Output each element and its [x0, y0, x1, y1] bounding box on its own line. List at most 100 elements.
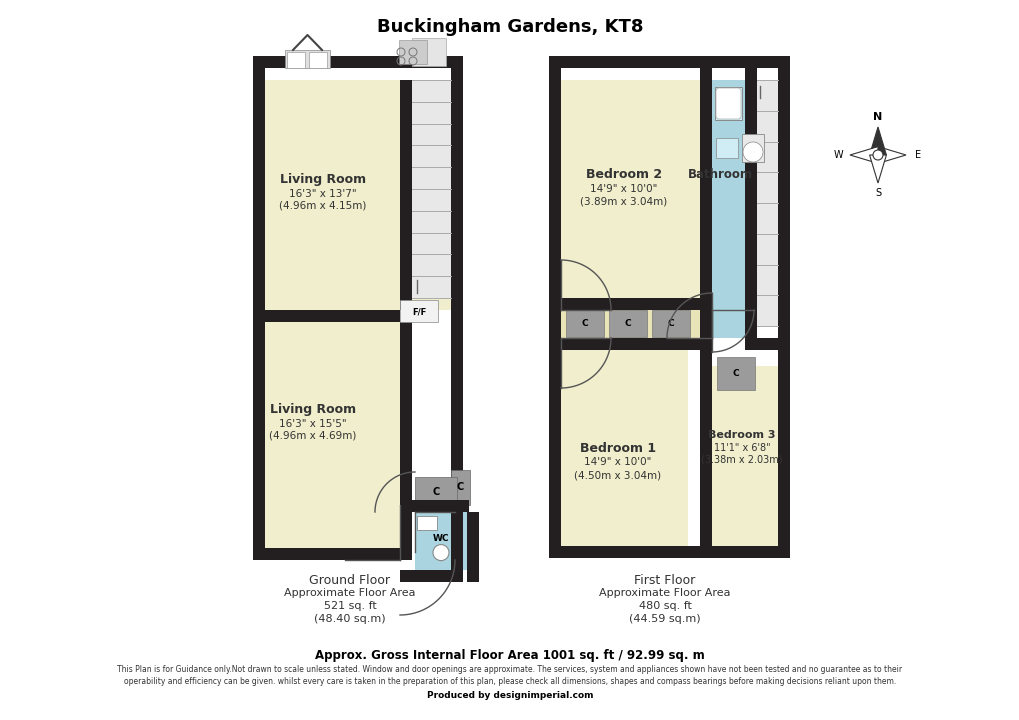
Bar [548, 298, 699, 310]
Text: Approximate Floor Area: Approximate Floor Area [284, 588, 416, 598]
Bar [560, 80, 699, 310]
Bar [253, 310, 399, 322]
Bar [744, 68, 756, 338]
Polygon shape [877, 147, 905, 163]
Bar [417, 516, 436, 530]
Bar [399, 322, 412, 560]
Text: Living Room: Living Room [279, 174, 366, 186]
Bar [608, 310, 646, 337]
Bar [699, 338, 711, 558]
Text: E: E [914, 150, 920, 160]
Text: S: S [874, 188, 880, 198]
Bar [450, 470, 470, 505]
Bar [450, 322, 463, 582]
Text: 14'9" x 10'0": 14'9" x 10'0" [590, 184, 657, 194]
Text: C: C [457, 482, 464, 492]
Bar [253, 56, 463, 68]
Bar [412, 80, 450, 298]
Polygon shape [849, 147, 877, 163]
Bar [399, 80, 412, 310]
Bar [651, 310, 689, 337]
FancyBboxPatch shape [715, 88, 740, 119]
Text: Buckingham Gardens, KT8: Buckingham Gardens, KT8 [376, 18, 643, 36]
Text: Approximate Floor Area: Approximate Floor Area [599, 588, 730, 598]
Polygon shape [869, 127, 886, 155]
Text: (3.38m x 2.03m): (3.38m x 2.03m) [701, 455, 782, 465]
Bar [399, 300, 437, 322]
Bar [284, 50, 330, 68]
Bar [265, 310, 399, 560]
Text: operability and efficiency can be given. whilst every care is taken in the prepa: operability and efficiency can be given.… [123, 678, 896, 686]
Bar [450, 322, 463, 560]
Text: Bedroom 3: Bedroom 3 [707, 430, 775, 440]
Bar [415, 477, 457, 507]
Text: Living Room: Living Room [270, 403, 356, 416]
Bar [253, 68, 265, 560]
Text: 14'9" x 10'0": 14'9" x 10'0" [584, 457, 651, 467]
Text: Bedroom 1: Bedroom 1 [580, 441, 655, 454]
Text: C: C [732, 369, 739, 378]
Text: 11'1" x 6'8": 11'1" x 6'8" [713, 443, 769, 453]
Text: Produced by designimperial.com: Produced by designimperial.com [426, 691, 593, 701]
Bar [715, 138, 738, 158]
Bar [253, 548, 399, 560]
Bar [548, 56, 790, 68]
Text: C: C [581, 319, 588, 328]
Text: 16'3" x 15'5": 16'3" x 15'5" [279, 419, 346, 429]
Text: (48.40 sq.m): (48.40 sq.m) [314, 614, 385, 624]
Circle shape [433, 544, 448, 561]
Text: This Plan is for Guidance only.Not drawn to scale unless stated. Window and door: This Plan is for Guidance only.Not drawn… [117, 665, 902, 675]
Bar [467, 512, 479, 582]
Text: F/F: F/F [412, 307, 426, 317]
Bar [548, 546, 790, 558]
Bar [714, 87, 741, 120]
Text: 16'3" x 13'7": 16'3" x 13'7" [289, 189, 357, 199]
Text: First Floor: First Floor [634, 574, 695, 587]
Bar [328, 548, 399, 560]
Text: N: N [872, 112, 881, 122]
Text: C: C [432, 487, 439, 497]
Text: 521 sq. ft: 521 sq. ft [323, 601, 376, 611]
Bar [744, 338, 790, 350]
Text: (4.50m x 3.04m): (4.50m x 3.04m) [574, 470, 661, 480]
Circle shape [742, 142, 762, 162]
Bar [450, 68, 463, 322]
Bar [398, 40, 427, 64]
Bar [399, 500, 469, 512]
Bar [777, 68, 790, 558]
Bar [463, 50, 548, 620]
Text: (4.96m x 4.15m): (4.96m x 4.15m) [279, 201, 366, 211]
Polygon shape [869, 155, 886, 183]
Text: Ground Floor: Ground Floor [309, 574, 390, 587]
Text: C: C [667, 319, 674, 328]
Bar [560, 310, 699, 338]
Text: Approx. Gross Internal Floor Area 1001 sq. ft / 92.99 sq. m: Approx. Gross Internal Floor Area 1001 s… [315, 649, 704, 662]
Bar [548, 68, 560, 558]
Text: (4.96m x 4.69m): (4.96m x 4.69m) [269, 431, 357, 441]
Bar [716, 357, 754, 390]
Bar [548, 338, 699, 350]
Bar [265, 80, 450, 310]
Text: (3.89m x 3.04m): (3.89m x 3.04m) [580, 197, 667, 207]
Bar [399, 570, 463, 582]
Text: 480 sq. ft: 480 sq. ft [638, 601, 691, 611]
Bar [756, 80, 777, 326]
Bar [560, 338, 688, 546]
Bar [286, 52, 305, 68]
Text: C: C [624, 319, 631, 328]
Text: W: W [833, 150, 842, 160]
Text: (44.59 sq.m): (44.59 sq.m) [629, 614, 700, 624]
Bar [711, 366, 777, 546]
Bar [741, 134, 763, 162]
Bar [699, 68, 711, 338]
Text: Bathroom: Bathroom [687, 168, 752, 181]
Bar [415, 512, 467, 570]
Bar [566, 310, 603, 337]
Bar [253, 548, 275, 560]
Circle shape [872, 150, 882, 160]
Bar [711, 80, 744, 338]
Bar [412, 38, 445, 66]
Text: WC: WC [432, 534, 448, 543]
Text: Bedroom 2: Bedroom 2 [585, 168, 661, 181]
Bar [309, 52, 327, 68]
